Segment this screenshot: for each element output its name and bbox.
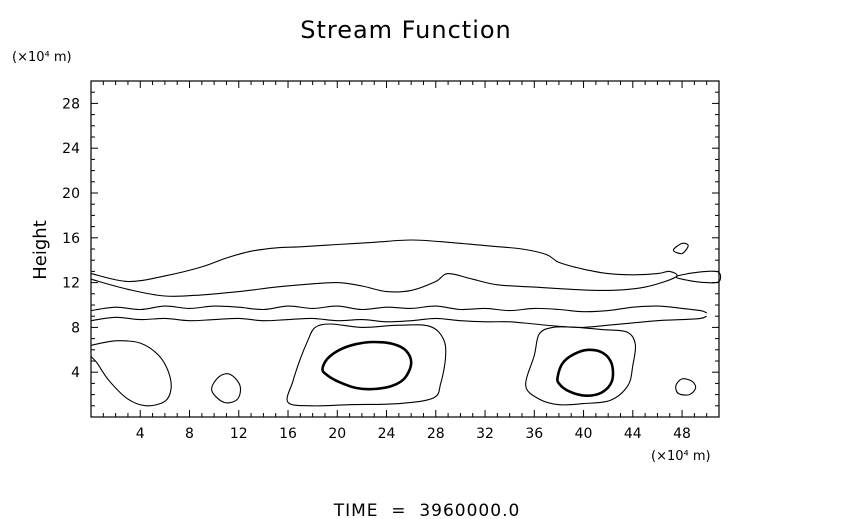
x-tick-label: 32 (476, 426, 494, 442)
y-tick-label: 12 (62, 276, 80, 292)
contour-right-edge-cell (675, 270, 722, 284)
contour-lower-band-lower (90, 315, 707, 328)
x-tick-label: 28 (427, 426, 445, 442)
y-unit-label: (×10⁴ m) (12, 50, 72, 65)
axis-ticks (91, 81, 719, 417)
y-tick-label: 28 (62, 96, 80, 112)
time-footer: TIME = 3960000.0 (333, 501, 521, 519)
chart-title: Stream Function (300, 16, 512, 44)
contour-cell-1-outer (286, 323, 447, 407)
x-tick-label: 24 (378, 426, 396, 442)
x-unit-label: (×10⁴ m) (651, 449, 711, 464)
x-tick-label: 44 (624, 426, 642, 442)
contour-small-cell-top-right (672, 242, 689, 255)
y-axis-label: Height (30, 220, 51, 280)
contour-cell-2-outer (525, 326, 637, 406)
contour-lines (90, 239, 722, 407)
x-tick-label: 40 (575, 426, 593, 442)
x-tick-label: 36 (525, 426, 543, 442)
x-tick-label: 20 (328, 426, 346, 442)
y-tick-label: 4 (71, 365, 80, 381)
x-tick-label: 16 (279, 426, 297, 442)
x-tick-label: 8 (185, 426, 194, 442)
contour-small-cell-x48 (675, 378, 697, 396)
contour-cell-2-inner (556, 348, 615, 398)
plot-frame (90, 80, 720, 418)
contour-small-cell-x11 (211, 373, 242, 404)
y-tick-label: 20 (62, 186, 80, 202)
y-tick-label: 16 (62, 231, 80, 247)
x-tick-label: 48 (673, 426, 691, 442)
contour-upper-band-top (90, 239, 678, 297)
y-tick-label: 8 (71, 320, 80, 336)
x-tick-label: 12 (230, 426, 248, 442)
contour-left-cell (90, 340, 172, 407)
contour-cell-1-inner (321, 340, 413, 391)
y-tick-label: 24 (62, 141, 80, 157)
x-tick-label: 4 (136, 426, 145, 442)
contour-lower-band-upper (90, 305, 707, 314)
